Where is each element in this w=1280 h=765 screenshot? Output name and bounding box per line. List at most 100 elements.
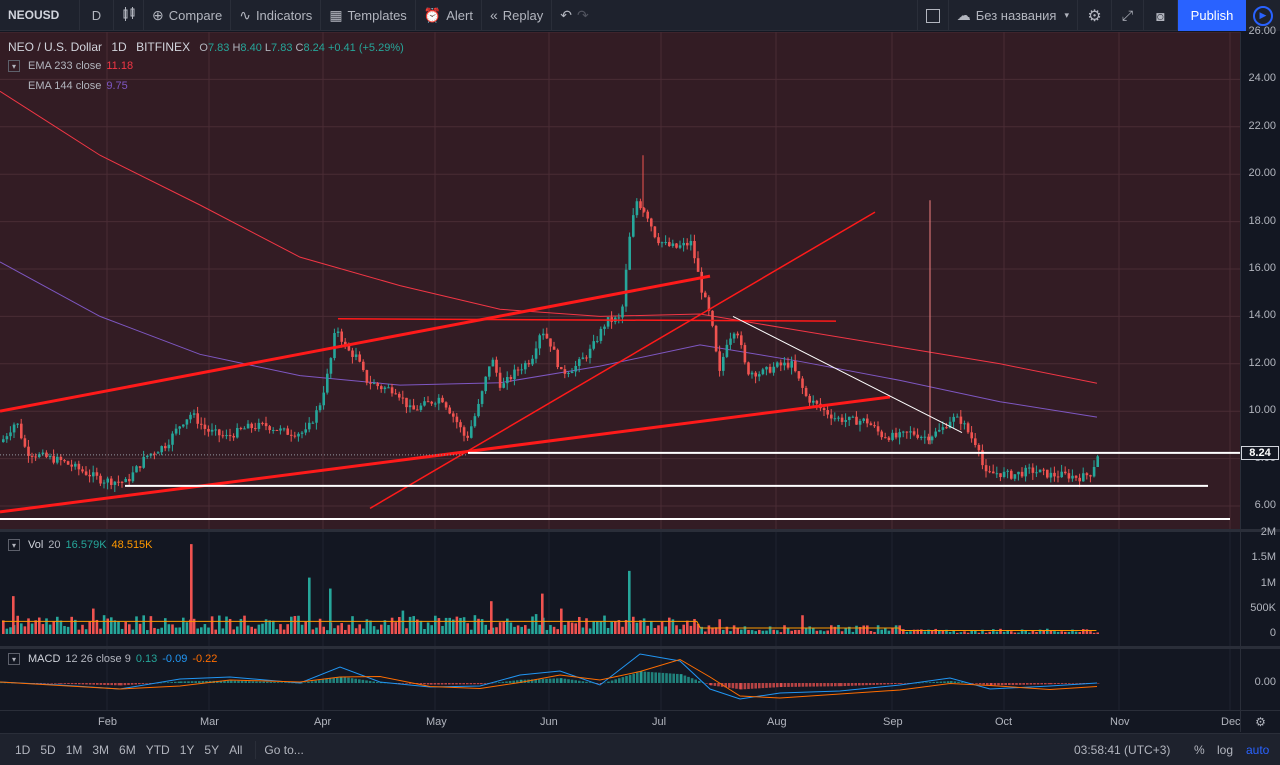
range-button[interactable]: 1D (15, 742, 31, 757)
volume-bar (34, 620, 37, 634)
pane-separator[interactable] (0, 529, 1280, 532)
volume-bar (66, 626, 70, 634)
compare-button[interactable]: ⊕ Compare (144, 0, 232, 31)
range-button[interactable]: 6M (119, 742, 136, 757)
candle-body (981, 450, 984, 466)
candle-body (509, 376, 513, 380)
volume-bar (246, 625, 250, 634)
candle-body (545, 333, 549, 339)
macd-histogram-bar (516, 680, 519, 683)
macd-histogram-bar (141, 683, 145, 684)
publish-button[interactable]: Publish (1178, 0, 1246, 31)
volume-bar (765, 630, 768, 634)
time-axis-corner[interactable]: ⚙ (1240, 710, 1280, 732)
replay-button[interactable]: « Replay (482, 0, 553, 31)
ema233-legend[interactable]: ▾ EMA 233 close 11.18 (8, 58, 133, 74)
chart-type-button[interactable] (114, 0, 144, 31)
vol-legend[interactable]: ▾ Vol 20 16.579K 48.515K (8, 537, 153, 553)
volume-bar (495, 627, 498, 634)
indicators-button[interactable]: ∿ Indicators (231, 0, 322, 31)
macd-histogram-bar (314, 680, 317, 683)
play-button[interactable]: ▶ (1246, 0, 1280, 31)
macd-histogram-bar (303, 682, 307, 683)
range-button[interactable]: 5Y (204, 742, 220, 757)
percent-toggle[interactable]: % (1194, 742, 1205, 757)
fullscreen-button[interactable]: ⤢ (1112, 0, 1144, 31)
range-button[interactable]: 1Y (179, 742, 195, 757)
collapse-icon[interactable]: ▾ (8, 60, 20, 72)
volume-bar (318, 618, 322, 634)
volume-axis[interactable]: 2M 1.5M 1M 500K 0 (1240, 526, 1280, 646)
candle-body (718, 351, 721, 371)
macd-histogram-bar (950, 681, 953, 683)
volume-bar (1089, 631, 1092, 634)
volume-bar (250, 626, 253, 634)
volume-bar (210, 616, 214, 634)
macd-label: MACD (28, 653, 61, 665)
clock-readout[interactable]: 03:58:41 (UTC+3) (1074, 742, 1171, 757)
volume-bar (639, 620, 642, 634)
goto-button[interactable]: Go to... (264, 742, 304, 757)
settings-button[interactable]: ⚙ (1078, 0, 1112, 31)
price-pane[interactable] (0, 32, 1240, 529)
macd-histogram-bar (233, 680, 237, 683)
candle-body (768, 366, 772, 373)
candle-body (624, 269, 628, 307)
candle-body (938, 429, 941, 432)
auto-toggle[interactable]: auto (1246, 742, 1270, 757)
log-toggle[interactable]: log (1217, 742, 1234, 757)
macd-histogram-bar (280, 682, 283, 683)
candle-body (52, 456, 55, 463)
undo-icon[interactable]: ↶ (560, 6, 572, 23)
volume-bar (952, 630, 955, 634)
volume-bar (444, 617, 448, 634)
indicators-icon: ∿ (239, 6, 251, 23)
interval-button[interactable]: D (80, 0, 114, 31)
macd-histogram-bar (440, 683, 444, 685)
macd-histogram-bar (578, 680, 581, 683)
macd-histogram-bar (560, 678, 563, 683)
volume-pane[interactable] (0, 532, 1240, 646)
range-button[interactable]: All (229, 742, 243, 757)
pane-separator[interactable] (0, 646, 1280, 649)
time-axis[interactable]: Feb Mar Apr May Jun Jul Aug Sep Oct Nov Dec (0, 710, 1241, 732)
range-button[interactable]: 3M (92, 742, 110, 757)
collapse-icon[interactable]: ▾ (8, 539, 20, 551)
alert-button[interactable]: ⏰ Alert (416, 0, 482, 31)
volume-bar (405, 628, 408, 634)
volume-bar (812, 628, 815, 634)
range-button[interactable]: YTD (145, 742, 170, 757)
volume-ma-line (2, 620, 1097, 631)
macd-histogram-bar (1096, 683, 1100, 684)
candle-body (473, 416, 477, 427)
macd-pane[interactable] (0, 649, 1240, 710)
collapse-icon[interactable]: ▾ (8, 653, 20, 665)
templates-label: Templates (347, 7, 407, 23)
snapshot-button[interactable]: ◙ (1144, 0, 1178, 31)
macd-histogram-bar (96, 683, 99, 685)
macd-params: 12 26 close 9 (65, 653, 131, 665)
candle-body (275, 429, 279, 431)
macd-histogram-bar (672, 673, 675, 683)
volume-bar (1013, 632, 1017, 634)
candle-body (934, 431, 937, 437)
layout-menu[interactable]: ☁ Без названия ▾ (949, 0, 1078, 31)
volume-bar (920, 629, 923, 634)
candle-body (120, 481, 124, 483)
volume-bar (963, 631, 966, 634)
templates-button[interactable]: ▦ Templates (321, 0, 416, 31)
ema144-legend[interactable]: EMA 144 close 9.75 (28, 78, 128, 94)
range-button[interactable]: 1M (65, 742, 83, 757)
macd-histogram-bar (900, 683, 903, 684)
candle-body (844, 420, 847, 422)
macd-axis[interactable]: 0.00 (1240, 649, 1280, 710)
redo-icon[interactable]: ↷ (576, 6, 589, 23)
macd-legend[interactable]: ▾ MACD 12 26 close 9 0.13 -0.09 -0.22 (8, 651, 217, 667)
macd-histogram-bar (405, 683, 408, 684)
range-button[interactable]: 5D (40, 742, 56, 757)
volume-bar (740, 629, 743, 634)
candle-body (376, 383, 379, 387)
fullscreen-checkbox[interactable] (916, 0, 949, 31)
symbol-search[interactable]: NEOUSD (0, 0, 80, 31)
macd-histogram-bar (398, 683, 401, 684)
